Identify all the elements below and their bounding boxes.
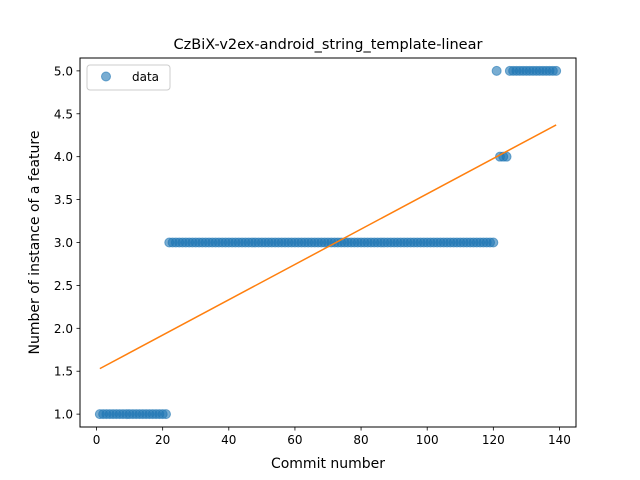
y-tick-label: 2.0	[54, 322, 73, 336]
x-tick-label: 60	[287, 433, 302, 447]
regression-line	[99, 124, 557, 370]
y-tick-label: 3.0	[54, 236, 73, 250]
legend-label: data	[132, 70, 159, 84]
data-point	[551, 65, 562, 76]
y-tick-label: 4.0	[54, 150, 73, 164]
x-tick-label: 20	[155, 433, 170, 447]
x-tick-label: 80	[353, 433, 368, 447]
y-tick-label: 1.0	[54, 408, 73, 422]
legend-box	[86, 64, 171, 91]
legend: data	[86, 64, 171, 91]
chart-title: CzBiX-v2ex-android_string_template-linea…	[174, 37, 483, 53]
x-tick-label: 140	[548, 433, 571, 447]
y-tick-label: 3.5	[54, 193, 73, 207]
y-axis: 1.0 1.5 2.0 2.5 3.0 3.5 4.0 4.5 5.0	[54, 64, 80, 422]
legend-marker	[101, 71, 111, 82]
y-tick-label: 5.0	[54, 64, 73, 78]
y-axis-label: Number of instance of a feature	[27, 131, 43, 355]
y-tick-label: 1.5	[54, 365, 73, 379]
x-axis: 0 20 40 60 80 100 120 140	[93, 427, 571, 447]
y-tick-label: 4.5	[54, 107, 73, 121]
x-tick-label: 100	[416, 433, 439, 447]
x-tick-label: 120	[482, 433, 505, 447]
x-tick-label: 0	[93, 433, 101, 447]
x-tick-label: 40	[221, 433, 236, 447]
data-point	[160, 409, 171, 420]
y-tick-label: 2.5	[54, 279, 73, 293]
plot-area	[94, 65, 562, 420]
data-point	[491, 65, 502, 76]
x-axis-label: Commit number	[271, 456, 385, 472]
data-point	[488, 237, 499, 248]
